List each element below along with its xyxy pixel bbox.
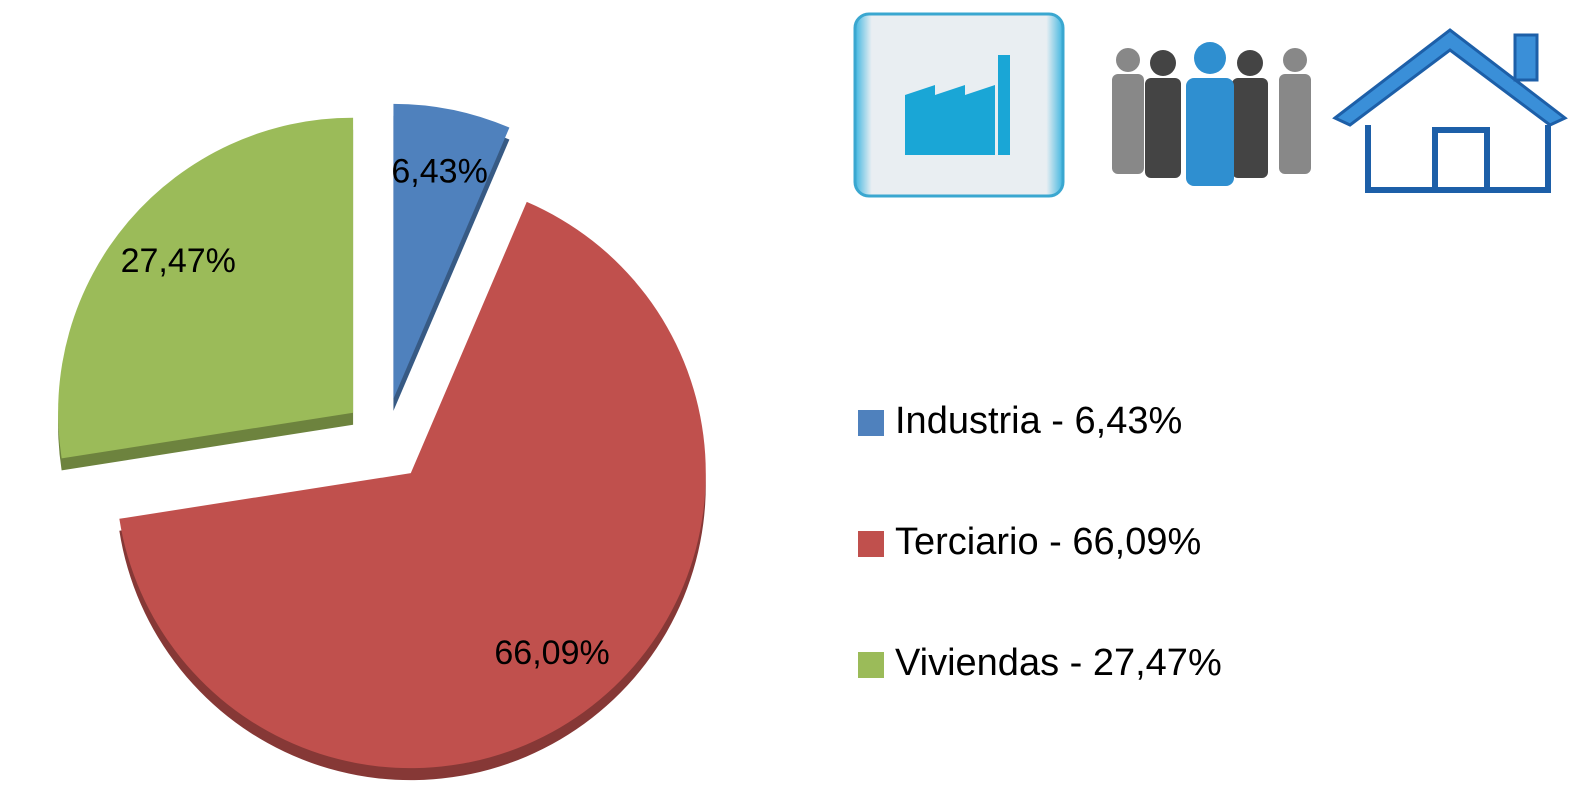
legend-label: Viviendas - 27,47% bbox=[895, 642, 1222, 684]
data-label: 66,09% bbox=[494, 634, 609, 672]
legend-swatch bbox=[858, 531, 884, 557]
slice bbox=[58, 117, 354, 459]
factory-shape bbox=[905, 55, 1010, 155]
legend-swatch bbox=[858, 652, 884, 678]
slice bbox=[393, 103, 510, 399]
data-label: 6,43% bbox=[391, 152, 487, 190]
slice bbox=[119, 201, 706, 769]
legend-label: Terciario - 66,09% bbox=[895, 521, 1201, 563]
data-label: 27,47% bbox=[121, 242, 236, 280]
legend-swatch bbox=[858, 410, 884, 436]
people-icon bbox=[1112, 42, 1311, 186]
legend-label: Industria - 6,43% bbox=[895, 400, 1182, 442]
house-icon bbox=[1332, 28, 1568, 193]
icons bbox=[853, 12, 1568, 198]
